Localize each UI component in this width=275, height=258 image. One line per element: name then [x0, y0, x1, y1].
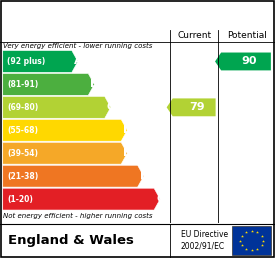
- Text: Not energy efficient - higher running costs: Not energy efficient - higher running co…: [3, 213, 152, 219]
- Text: EU Directive: EU Directive: [181, 230, 228, 239]
- Text: (21-38): (21-38): [7, 172, 38, 181]
- Text: E: E: [123, 148, 131, 158]
- Polygon shape: [3, 142, 127, 164]
- Polygon shape: [3, 119, 127, 141]
- Text: England & Wales: England & Wales: [8, 234, 134, 247]
- Text: (69-80): (69-80): [7, 103, 38, 112]
- Text: B: B: [90, 79, 99, 90]
- Text: (39-54): (39-54): [7, 149, 38, 158]
- Text: 2002/91/EC: 2002/91/EC: [181, 241, 225, 250]
- Text: G: G: [156, 194, 165, 204]
- Text: C: C: [107, 102, 115, 112]
- Text: 79: 79: [189, 102, 205, 112]
- Polygon shape: [215, 53, 271, 70]
- Text: D: D: [123, 125, 133, 135]
- Polygon shape: [3, 74, 94, 95]
- Text: 90: 90: [241, 57, 257, 67]
- Text: Current: Current: [177, 31, 211, 41]
- Text: Energy Efficiency Rating: Energy Efficiency Rating: [8, 7, 210, 22]
- Text: (92 plus): (92 plus): [7, 57, 45, 66]
- Bar: [232, 226, 271, 255]
- Text: F: F: [140, 171, 147, 181]
- Polygon shape: [3, 51, 78, 72]
- Text: Very energy efficient - lower running costs: Very energy efficient - lower running co…: [3, 43, 152, 49]
- Text: (55-68): (55-68): [7, 126, 38, 135]
- Text: A: A: [74, 57, 83, 67]
- Text: (1-20): (1-20): [7, 195, 33, 204]
- Polygon shape: [3, 96, 111, 118]
- Polygon shape: [3, 165, 144, 187]
- Polygon shape: [3, 188, 160, 210]
- Text: Potential: Potential: [227, 31, 267, 41]
- Polygon shape: [167, 98, 216, 116]
- Text: (81-91): (81-91): [7, 80, 38, 89]
